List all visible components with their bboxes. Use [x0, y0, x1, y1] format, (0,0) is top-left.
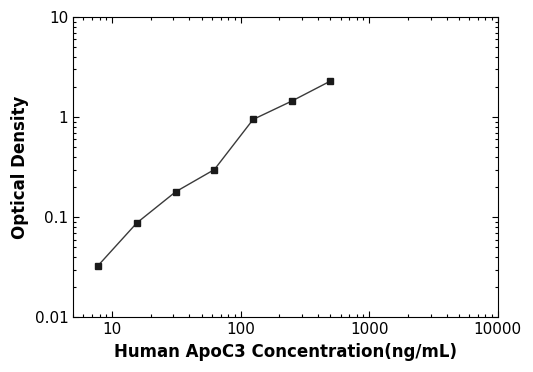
Y-axis label: Optical Density: Optical Density [11, 96, 29, 239]
X-axis label: Human ApoC3 Concentration(ng/mL): Human ApoC3 Concentration(ng/mL) [114, 343, 457, 361]
